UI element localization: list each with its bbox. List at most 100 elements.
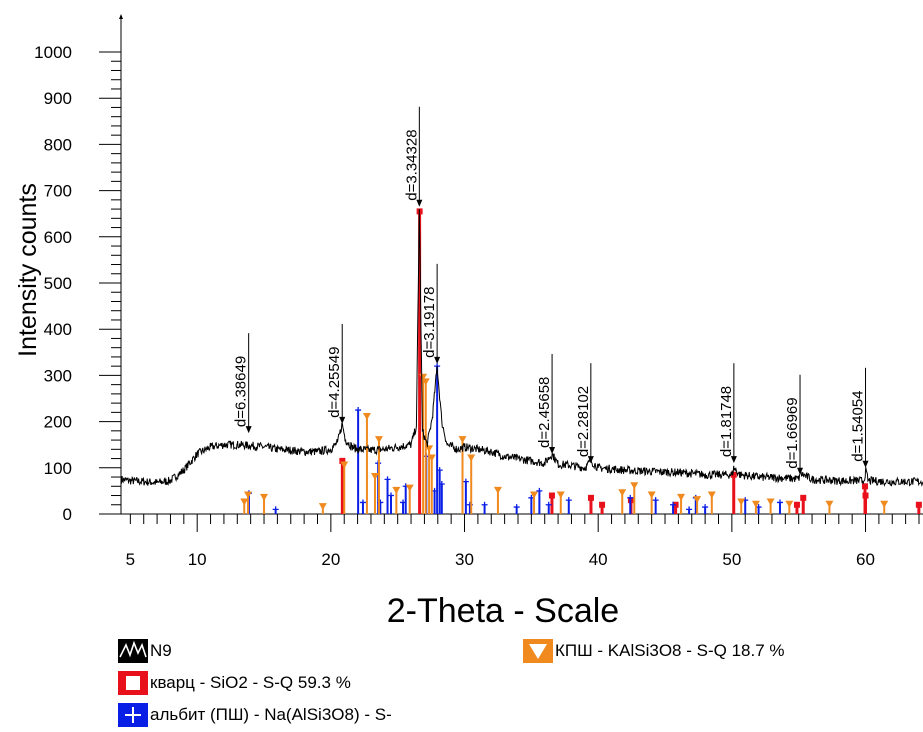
peak-arrow-icon bbox=[862, 460, 869, 468]
y-axis: 0 100 200 300 400 500 600 700 800 900 1000 bbox=[34, 14, 123, 524]
square-marker bbox=[861, 483, 868, 490]
triangle-marker bbox=[419, 373, 428, 381]
triangle-marker bbox=[530, 491, 539, 499]
triangle-marker-icon bbox=[523, 639, 553, 663]
triangle-marker bbox=[240, 498, 249, 506]
plus-marker bbox=[513, 504, 520, 511]
square-marker bbox=[862, 492, 869, 499]
x-tick-label: 5 bbox=[126, 550, 135, 569]
peak-label: d=6.38649 bbox=[233, 333, 252, 434]
plus-marker bbox=[355, 407, 362, 414]
legend-item-pattern: N9 bbox=[118, 639, 172, 663]
y-tick-label: 900 bbox=[44, 89, 72, 108]
square-marker bbox=[599, 501, 606, 508]
triangle-marker bbox=[647, 491, 656, 499]
plus-marker bbox=[481, 501, 488, 508]
square-marker bbox=[730, 471, 737, 478]
x-tick-label: 40 bbox=[589, 550, 608, 569]
triangle-marker bbox=[374, 436, 383, 444]
diffraction-pattern bbox=[120, 209, 923, 487]
plus-marker bbox=[462, 478, 469, 485]
legend-label-albite: альбит (ПШ) - Na(AlSi3O8) - S- bbox=[150, 705, 392, 724]
plus-marker-icon bbox=[118, 703, 148, 727]
triangle-marker bbox=[693, 496, 702, 504]
triangle-marker bbox=[243, 491, 252, 499]
peak-arrow-icon bbox=[245, 426, 252, 434]
peak-d-value: d=2.45658 bbox=[536, 377, 553, 448]
peak-label: d=2.28102 bbox=[575, 363, 594, 464]
peak-arrow-icon bbox=[434, 356, 441, 364]
y-tick-label: 300 bbox=[44, 366, 72, 385]
triangle-marker bbox=[421, 378, 430, 386]
peak-label: d=4.25549 bbox=[326, 323, 346, 424]
peak-d-value: d=6.38649 bbox=[233, 356, 250, 427]
legend-label-kfeldspar: КПШ - KAlSi3O8 - S-Q 18.7 % bbox=[555, 641, 785, 660]
plus-marker bbox=[536, 487, 543, 494]
triangle-marker bbox=[467, 454, 476, 462]
triangle-marker bbox=[766, 498, 775, 506]
peak-arrow-icon bbox=[587, 456, 594, 464]
square-marker bbox=[793, 501, 800, 508]
pattern-swatch-icon bbox=[118, 639, 148, 663]
peak-d-value: d=1.81748 bbox=[718, 386, 735, 457]
peak-arrow-icon bbox=[339, 416, 346, 424]
peak-label: d=3.19178 bbox=[421, 263, 441, 364]
y-tick-label: 200 bbox=[44, 413, 72, 432]
triangle-marker bbox=[318, 503, 327, 511]
plus-marker bbox=[545, 501, 552, 508]
y-tick-label: 400 bbox=[44, 320, 72, 339]
triangle-marker bbox=[630, 482, 639, 490]
peak-label: d=1.54054 bbox=[850, 367, 869, 468]
plus-marker bbox=[388, 492, 395, 499]
triangle-marker bbox=[362, 412, 371, 420]
triangle-marker bbox=[737, 498, 746, 506]
pattern-line bbox=[120, 209, 923, 487]
y-tick-label: 1000 bbox=[34, 43, 72, 62]
triangle-marker bbox=[405, 484, 414, 492]
plus-marker bbox=[702, 504, 709, 511]
triangle-marker bbox=[340, 461, 349, 469]
plus-marker bbox=[359, 499, 366, 506]
plus-marker bbox=[627, 494, 634, 501]
square-marker-icon bbox=[118, 671, 148, 695]
triangle-marker bbox=[618, 489, 627, 497]
triangle-marker bbox=[751, 500, 760, 508]
peak-label: d=2.45658 bbox=[536, 353, 556, 454]
square-marker bbox=[339, 457, 346, 464]
peak-label: d=3.34328 bbox=[403, 106, 423, 207]
y-tick-label: 800 bbox=[44, 135, 72, 154]
square-marker bbox=[915, 501, 922, 508]
peak-labels: d=6.38649 d=4.25549 d=3.34328 d=3.19178 d=2.… bbox=[233, 106, 869, 475]
reference-sticks bbox=[240, 208, 922, 514]
triangle-marker bbox=[427, 454, 436, 462]
triangle-marker bbox=[785, 500, 794, 508]
triangle-marker bbox=[493, 486, 502, 494]
peak-d-value: d=1.66969 bbox=[784, 397, 801, 468]
peak-d-value: d=2.28102 bbox=[575, 386, 592, 457]
x-tick-label: 20 bbox=[321, 550, 340, 569]
x-axis-title: 2-Theta - Scale bbox=[387, 592, 619, 630]
peak-label: d=1.81748 bbox=[718, 363, 737, 464]
square-marker bbox=[587, 494, 594, 501]
legend-item-quartz: кварц - SiO2 - S-Q 59.3 % bbox=[118, 671, 351, 695]
series-2 bbox=[240, 373, 889, 514]
plus-marker bbox=[776, 499, 783, 506]
triangle-marker bbox=[707, 491, 716, 499]
legend-item-kfeldspar: КПШ - KAlSi3O8 - S-Q 18.7 % bbox=[523, 639, 785, 663]
square-marker bbox=[800, 494, 807, 501]
y-axis-title: Intensity counts bbox=[14, 183, 42, 357]
triangle-marker bbox=[825, 500, 834, 508]
plus-marker bbox=[272, 506, 279, 513]
peak-label: d=1.66969 bbox=[784, 374, 804, 475]
triangle-marker bbox=[556, 491, 565, 499]
triangle-marker bbox=[260, 493, 269, 501]
legend-label-quartz: кварц - SiO2 - S-Q 59.3 % bbox=[150, 673, 351, 692]
peak-arrow-icon bbox=[416, 199, 423, 207]
plus-marker bbox=[384, 476, 391, 483]
peak-d-value: d=4.25549 bbox=[326, 347, 343, 418]
plus-marker bbox=[652, 497, 659, 504]
peak-d-value: d=1.54054 bbox=[850, 390, 867, 461]
peak-d-value: d=3.34328 bbox=[403, 129, 420, 200]
y-tick-label: 600 bbox=[44, 228, 72, 247]
